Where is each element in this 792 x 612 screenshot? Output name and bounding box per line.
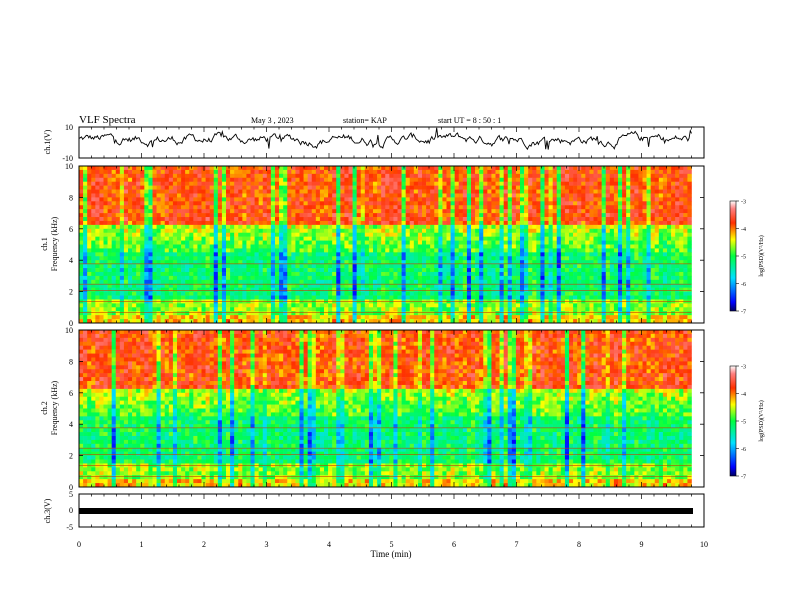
spec1-yticks-label-10: 10 — [65, 162, 73, 171]
cb2-ticks-label--5: -5 — [741, 420, 746, 426]
ch3-waveform-panel: 5 0 -5 ch.3(V) — [43, 490, 705, 532]
cb1-ticks-label--6: -6 — [741, 282, 746, 288]
ch2-colorbar-label: log(PSD)(V²/Hz) — [758, 400, 765, 441]
spec2-yticks-label-6: 6 — [69, 389, 73, 398]
cb2-ticks-label--4: -4 — [741, 392, 746, 398]
ch3-ytick-top: 5 — [69, 490, 73, 499]
cb2-ticks-label--3: -3 — [741, 365, 746, 371]
cb1-ticks-label--4: -4 — [741, 227, 746, 233]
cb1-ticks-label--5: -5 — [741, 255, 746, 261]
x-tick-label-5: 5 — [390, 540, 394, 549]
x-tick-label-9: 9 — [640, 540, 644, 549]
ch1-spectrogram-ylabel-line1: ch.1 — [40, 237, 49, 251]
ch2-colorbar — [729, 365, 737, 477]
x-tick-label-4: 4 — [327, 540, 331, 549]
x-tick-label-1: 1 — [140, 540, 144, 549]
date-label: May 3 , 2023 — [251, 116, 294, 125]
spec1-yticks-label-0: 0 — [69, 319, 73, 328]
ch3-waveform-band — [79, 508, 693, 514]
ch1-spectrogram-heatmap — [79, 166, 692, 324]
station-label: station= KAP — [343, 116, 387, 125]
spec2-yticks-label-10: 10 — [65, 326, 73, 335]
figure-title: VLF Spectra — [79, 114, 136, 126]
ch1-ytick-bottom: -10 — [62, 154, 73, 163]
spec2-yticks-label-2: 2 — [69, 452, 73, 461]
spec1-yticks-label-2: 2 — [69, 288, 73, 297]
ch1-colorbar-label: log(PSD)(V²/Hz) — [758, 235, 765, 276]
x-tick-label-7: 7 — [515, 540, 519, 549]
spec2-yticks-label-0: 0 — [69, 483, 73, 492]
ch1-waveform-panel: 10 -10 ch.1(V) — [43, 123, 705, 163]
spec1-yticks-label-6: 6 — [69, 225, 73, 234]
ch3-waveform-ylabel: ch.3(V) — [43, 498, 52, 523]
x-tick-label-3: 3 — [265, 540, 269, 549]
cb2-ticks-label--7: -7 — [741, 475, 746, 481]
ch1-colorbar — [729, 200, 737, 312]
ch2-spectrogram-heatmap — [79, 330, 692, 488]
ch1-waveform-line — [78, 127, 692, 151]
ch1-ytick-top: 10 — [65, 123, 73, 132]
ch3-ytick-bottom: -5 — [66, 523, 73, 532]
ch1-waveform-ylabel: ch.1(V) — [43, 129, 52, 154]
x-tick-label-2: 2 — [202, 540, 206, 549]
spec1-yticks-label-4: 4 — [69, 256, 73, 265]
x-tick-label-6: 6 — [452, 540, 456, 549]
cb2-ticks-label--6: -6 — [741, 447, 746, 453]
ch1-spectrogram-ylabel-line2: Frequency (kHz) — [50, 216, 59, 271]
ch2-spectrogram-ylabel-line1: ch.2 — [40, 401, 49, 415]
x-tick-label-10: 10 — [700, 540, 708, 549]
spec1-yticks-label-8: 8 — [69, 193, 73, 202]
spec2-yticks-label-4: 4 — [69, 420, 73, 429]
cb1-ticks-label--3: -3 — [741, 200, 746, 206]
ch3-ytick-mid: 0 — [69, 506, 73, 515]
x-tick-label-8: 8 — [577, 540, 581, 549]
x-tick-label-0: 0 — [77, 540, 81, 549]
ch2-spectrogram-ylabel-line2: Frequency (kHz) — [50, 380, 59, 435]
spec2-yticks-label-8: 8 — [69, 357, 73, 366]
x-axis-label: Time (min) — [371, 549, 412, 559]
start-time-label: start UT = 8 : 50 : 1 — [438, 116, 501, 125]
cb1-ticks-label--7: -7 — [741, 310, 746, 316]
